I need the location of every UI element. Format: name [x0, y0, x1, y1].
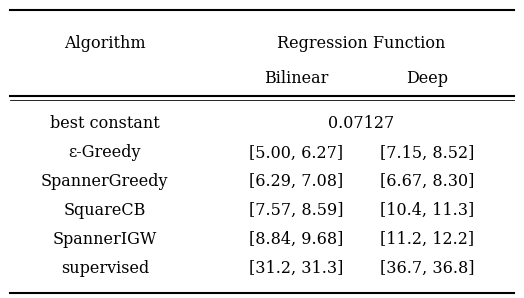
Text: [11.2, 12.2]: [11.2, 12.2] [380, 231, 474, 248]
Text: [31.2, 31.3]: [31.2, 31.3] [249, 260, 343, 277]
Text: ε-Greedy: ε-Greedy [69, 144, 141, 162]
Text: [6.67, 8.30]: [6.67, 8.30] [380, 173, 474, 190]
Text: [7.57, 8.59]: [7.57, 8.59] [249, 202, 343, 219]
Text: Regression Function: Regression Function [277, 35, 446, 52]
Text: SpannerGreedy: SpannerGreedy [41, 173, 169, 190]
Text: 0.07127: 0.07127 [329, 115, 395, 132]
Text: best constant: best constant [50, 115, 160, 132]
Text: SpannerIGW: SpannerIGW [52, 231, 157, 248]
Text: [8.84, 9.68]: [8.84, 9.68] [249, 231, 343, 248]
Text: [36.7, 36.8]: [36.7, 36.8] [380, 260, 474, 277]
Text: Algorithm: Algorithm [64, 35, 146, 52]
Text: [7.15, 8.52]: [7.15, 8.52] [380, 144, 474, 162]
Text: SquareCB: SquareCB [63, 202, 146, 219]
Text: [6.29, 7.08]: [6.29, 7.08] [249, 173, 343, 190]
Text: [10.4, 11.3]: [10.4, 11.3] [380, 202, 474, 219]
Text: Bilinear: Bilinear [264, 69, 328, 87]
Text: [5.00, 6.27]: [5.00, 6.27] [249, 144, 343, 162]
Text: Deep: Deep [406, 69, 448, 87]
Text: supervised: supervised [61, 260, 149, 277]
